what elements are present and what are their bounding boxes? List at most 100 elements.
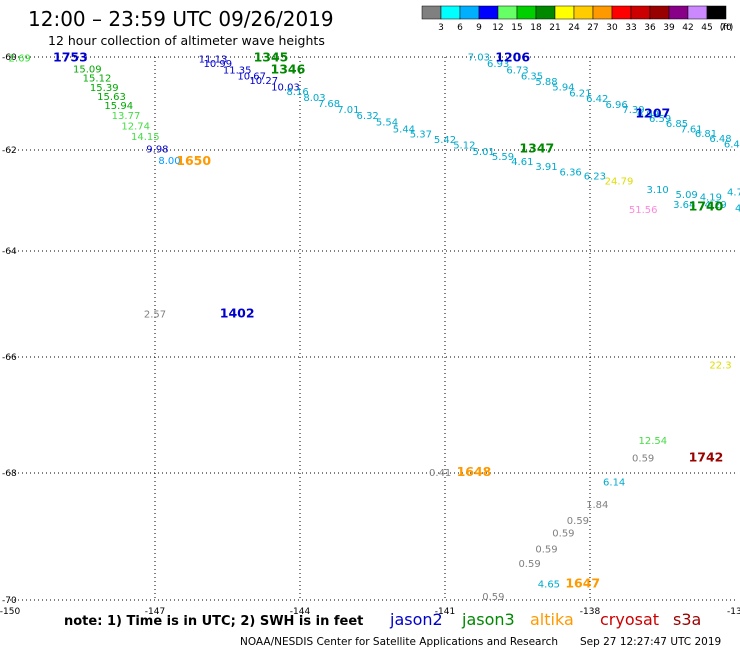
legend-item-s3a: s3a	[673, 610, 701, 629]
wave-height-point: 6.42	[586, 94, 608, 105]
colorbar-tick-label: 39	[663, 23, 675, 33]
colorbar-tick-label: 45	[701, 23, 712, 33]
x-tick-label: -150	[0, 607, 20, 617]
y-tick-label: -62	[2, 146, 17, 156]
y-tick-label: -60	[2, 53, 17, 63]
colorbar-swatch	[516, 5, 537, 20]
colorbar-tick-label: 27	[587, 23, 598, 33]
wave-height-point: 6.93	[487, 59, 509, 70]
colorbar-tick-label: 12	[492, 23, 503, 33]
colorbar-swatch	[478, 5, 499, 20]
wave-height-point: 2.69	[9, 54, 31, 65]
wave-height-point: 8.03	[303, 93, 325, 104]
wave-height-point: 5.94	[552, 82, 574, 93]
wave-height-point: 5.88	[535, 77, 557, 88]
x-tick-label: -13	[727, 607, 740, 617]
footer-note: note: 1) Time is in UTC; 2) SWH is in fe…	[64, 614, 363, 629]
wave-height-point: 6.59	[649, 114, 671, 125]
wave-height-point: 6.85	[666, 119, 688, 130]
wave-height-point: 6.81	[695, 129, 717, 140]
wave-height-point: 2.57	[144, 309, 166, 320]
wave-height-point: 3.64	[673, 200, 695, 211]
wave-height-point: 8.00	[158, 156, 180, 167]
colorbar-swatch	[706, 5, 727, 20]
pass-time-label: 1647	[565, 575, 600, 590]
wave-height-point: 0.59	[535, 544, 557, 555]
wave-height-point: 8.16	[286, 87, 308, 98]
colorbar-tick-label: 6	[457, 23, 463, 33]
wave-height-point: 10.27	[249, 76, 278, 87]
wave-height-point: 6.48	[709, 134, 731, 145]
wave-height-point: 5.09	[676, 190, 698, 201]
footer-credit: NOAA/NESDIS Center for Satellite Applica…	[240, 636, 558, 648]
colorbar-swatch	[630, 5, 651, 20]
pass-time-label: 1345	[254, 50, 289, 65]
wave-height-point: 4.	[735, 204, 740, 215]
colorbar-tick-label: 15	[511, 23, 522, 33]
colorbar-tick-label: 21	[549, 23, 560, 33]
colorbar-swatch	[554, 5, 575, 20]
colorbar-swatch	[611, 5, 632, 20]
colorbar-tick-label: 70	[720, 23, 732, 33]
wave-height-point: 15.63	[97, 92, 126, 103]
footer-timestamp: Sep 27 12:27:47 UTC 2019	[580, 636, 721, 648]
pass-time-label: 1650	[176, 153, 211, 168]
wave-height-point: 6.99	[637, 109, 659, 120]
legend-item-jason3: jason3	[461, 610, 515, 629]
wave-height-point: 51.56	[629, 205, 658, 216]
colorbar-tick-label: 24	[568, 23, 580, 33]
x-tick-label: -144	[290, 607, 311, 617]
pass-time-label: 1346	[271, 61, 306, 76]
wave-height-point: 5.37	[410, 129, 432, 140]
legend-item-altika: altika	[530, 610, 574, 629]
wave-height-point: 13.77	[112, 111, 141, 122]
wave-height-point: 1.84	[586, 500, 608, 511]
wave-height-point: 15.12	[83, 74, 112, 85]
wave-height-point: 0.59	[632, 453, 654, 464]
colorbar-swatch	[668, 5, 689, 20]
y-tick-label: -68	[2, 469, 17, 479]
wave-height-point: 5.59	[492, 152, 514, 163]
wave-height-point: 10.99	[204, 59, 233, 70]
wave-height-point: 12.74	[121, 122, 150, 133]
y-tick-label: -64	[2, 247, 17, 257]
wave-height-point: 4.7	[727, 187, 740, 198]
wave-height-point: 10.67	[237, 71, 266, 82]
wave-height-point: 5.01	[473, 147, 495, 158]
legend: jason2 jason3 altika cryosat s3a	[389, 610, 701, 629]
legend-item-jason2: jason2	[389, 610, 443, 629]
wave-height-point: 15.09	[73, 64, 102, 75]
wave-height-point: 5.42	[434, 135, 456, 146]
pass-time-label: 1742	[689, 449, 724, 464]
wave-height-point: 11.13	[199, 55, 228, 66]
pass-time-label: 1206	[495, 50, 530, 65]
wave-height-point: 3.91	[535, 162, 557, 173]
wave-height-point: 6.32	[357, 111, 379, 122]
colorbar-swatch	[573, 5, 594, 20]
pass-time-label: 1740	[689, 199, 724, 214]
x-tick-label: -147	[145, 607, 165, 617]
wave-height-point: 3.10	[647, 185, 669, 196]
colorbar-tick-label: 42	[682, 23, 693, 33]
wave-height-point: 6.36	[560, 167, 582, 178]
pass-time-label: 1347	[519, 141, 554, 156]
wave-height-point: 5.12	[453, 141, 475, 152]
wave-height-point: 6.49	[724, 140, 740, 151]
colorbar-swatch	[421, 5, 442, 20]
wave-height-point: 6.73	[506, 65, 528, 76]
wave-height-point: 14.15	[131, 132, 160, 143]
wave-height-point: 10.03	[271, 82, 300, 93]
wave-height-point: 0.59	[567, 516, 589, 527]
wave-height-point: 24.79	[605, 176, 634, 187]
pass-time-label: 1648	[457, 464, 492, 479]
colorbar-tick-label: 36	[644, 23, 656, 33]
colorbar-tick-label: 33	[625, 23, 636, 33]
colorbar-swatch	[649, 5, 670, 20]
wave-height-point: 4.19	[700, 193, 722, 204]
colorbar-tick-label: 18	[530, 23, 542, 33]
wave-height-point: 6.23	[584, 171, 606, 182]
wave-height-point: 5.44	[393, 124, 415, 135]
wave-height-point: 6.96	[605, 100, 627, 111]
colorbar-swatch	[459, 5, 480, 20]
